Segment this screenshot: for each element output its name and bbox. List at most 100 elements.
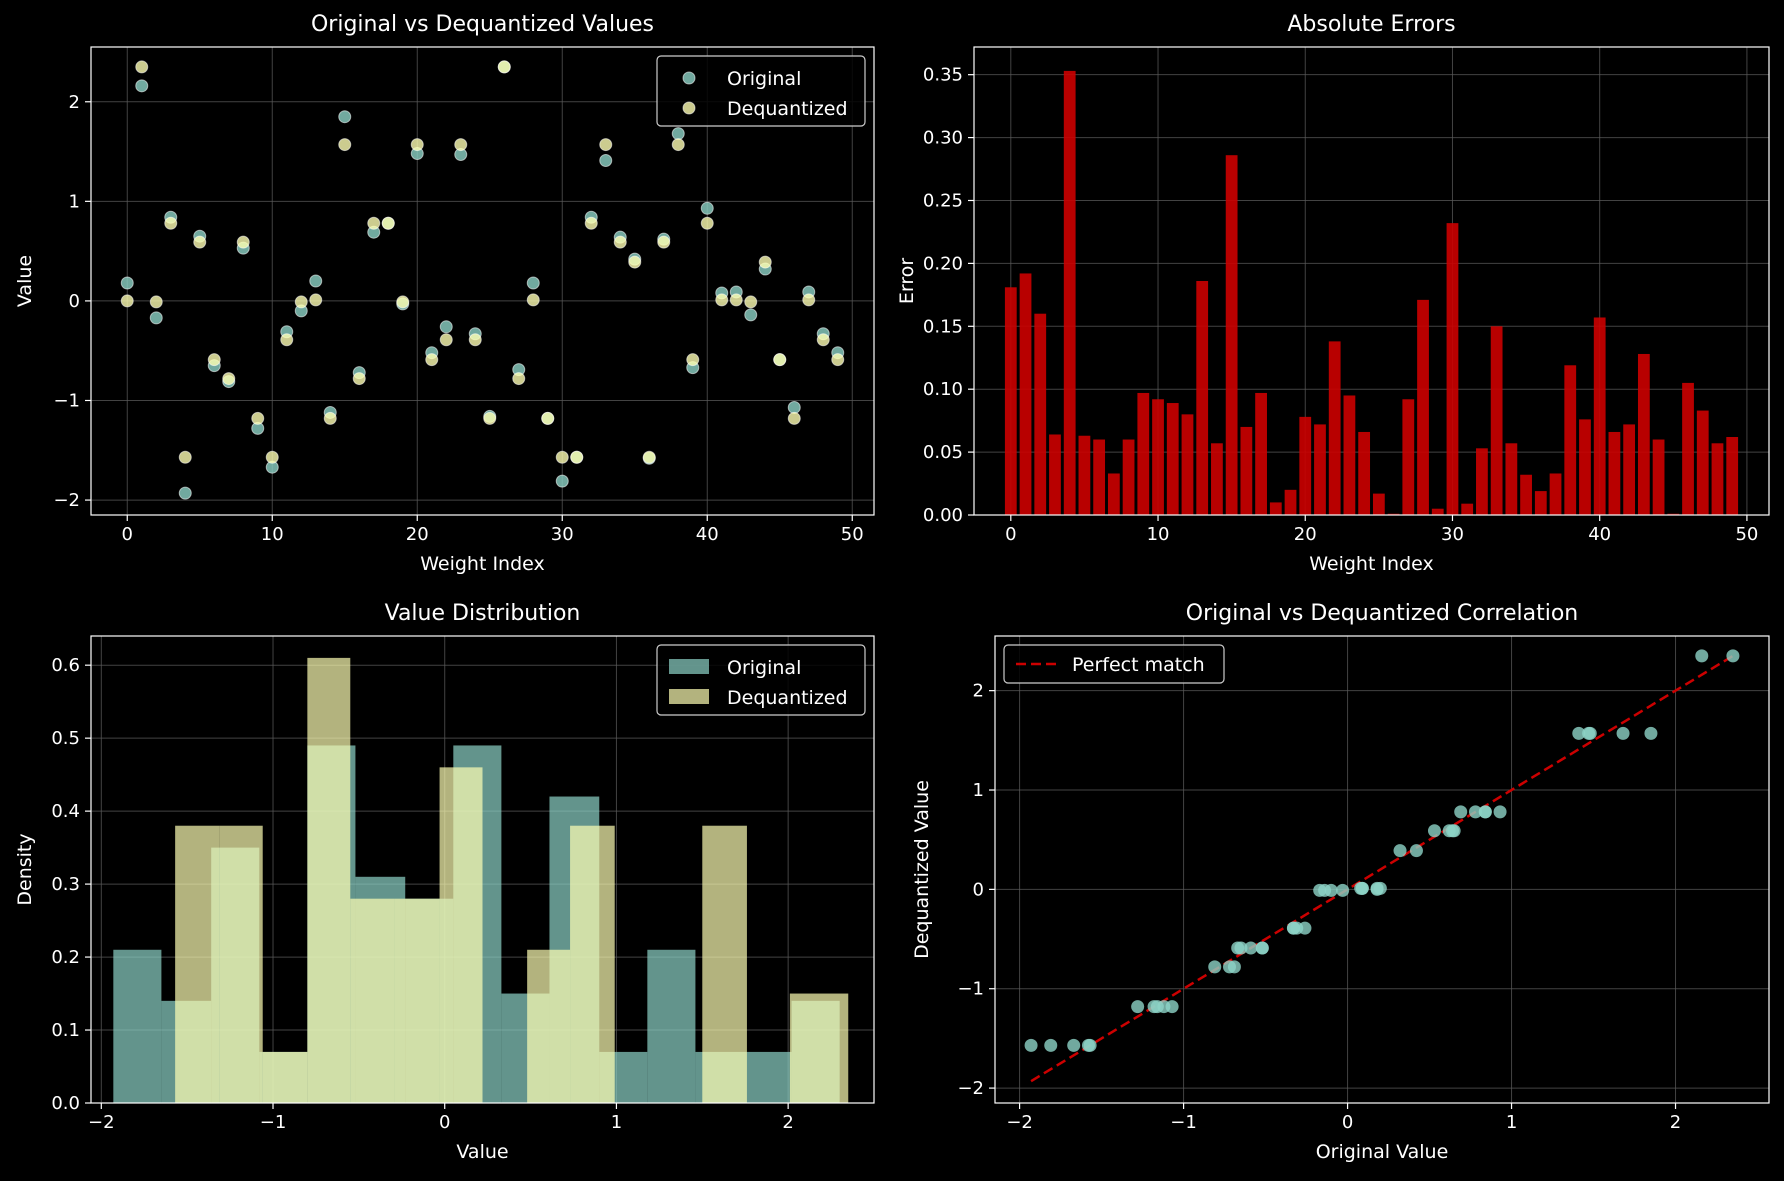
correlation-point	[1442, 824, 1456, 838]
error-bar	[1417, 299, 1429, 515]
error-bar	[1107, 473, 1120, 515]
x-tick-label: 10	[261, 524, 284, 545]
error-bar	[1063, 70, 1076, 515]
point-dequantized	[802, 293, 816, 307]
y-axis-label: Dequantized Value	[911, 780, 933, 959]
correlation-point	[1572, 726, 1586, 740]
axes-frame	[90, 46, 875, 516]
error-bar	[1284, 489, 1297, 515]
correlation-point	[1044, 1038, 1058, 1052]
error-bar	[1387, 513, 1400, 515]
legend-label: Dequantized	[727, 98, 848, 120]
error-bar	[1196, 281, 1209, 515]
error-bar	[1049, 434, 1061, 515]
x-tick-label: 0	[1005, 524, 1016, 545]
y-tick-label: 1	[973, 780, 984, 801]
y-tick-label: 0.2	[51, 947, 80, 968]
point-dequantized	[599, 138, 613, 152]
point-dequantized	[483, 411, 497, 425]
correlation-point	[1244, 941, 1258, 955]
y-tick-label: 0.00	[923, 505, 963, 526]
x-axis-label: Value	[456, 1141, 508, 1163]
y-tick-label: 0.15	[923, 316, 963, 337]
point-dequantized	[715, 293, 729, 307]
legend-label: Dequantized	[727, 687, 848, 709]
y-axis-label: Value	[14, 255, 36, 307]
x-tick-label: 40	[696, 524, 719, 545]
error-bar	[1549, 473, 1562, 515]
point-dequantized	[338, 138, 352, 152]
error-bar	[1711, 443, 1724, 515]
legend: Perfect match	[1003, 644, 1225, 684]
x-tick-label: 1	[611, 1112, 622, 1133]
error-bar	[1446, 223, 1459, 515]
error-bar	[1093, 439, 1106, 515]
correlation-point	[1616, 726, 1630, 740]
error-bar	[1667, 513, 1680, 515]
legend: Original Dequantized	[656, 644, 866, 716]
y-tick-label: 0.05	[923, 442, 963, 463]
error-bar	[1122, 439, 1135, 515]
hist-bar-dequantized	[350, 898, 395, 1103]
correlation-point	[1644, 726, 1658, 740]
y-tick-label: 0	[69, 291, 80, 312]
point-original	[120, 276, 134, 290]
legend-box	[656, 55, 866, 127]
correlation-point	[1131, 1000, 1145, 1014]
perfect-match-line	[1030, 654, 1734, 1083]
correlation-point	[1726, 649, 1740, 663]
point-dequantized	[323, 411, 337, 425]
y-tick-label: 2	[973, 681, 984, 702]
error-bar	[1137, 392, 1150, 515]
legend-swatch	[669, 659, 709, 674]
legend-marker	[682, 101, 696, 115]
hist-bar-dequantized	[789, 993, 849, 1103]
scatter-values: 0 10 20 30 40 50 −2 −1 0 1 2 Original vs Dequantize…	[14, 12, 875, 575]
correlation-point	[1318, 883, 1332, 897]
y-tick-label: 0.25	[923, 190, 963, 211]
point-dequantized	[236, 235, 250, 249]
x-tick-label: 20	[1294, 524, 1317, 545]
chart-title: Absolute Errors	[1287, 12, 1455, 37]
point-original	[178, 486, 192, 500]
point-dequantized	[425, 353, 439, 367]
y-tick-label: −2	[957, 1078, 984, 1099]
point-dequantized	[178, 450, 192, 464]
correlation-point	[1227, 960, 1241, 974]
correlation-point	[1067, 1038, 1081, 1052]
axes-frame	[90, 635, 875, 1104]
point-original	[526, 276, 540, 290]
point-dequantized	[251, 411, 265, 425]
y-tick-label: 0.5	[51, 728, 80, 749]
point-original	[787, 400, 801, 414]
hist-bar-dequantized	[307, 657, 351, 1103]
correlation-point	[1393, 844, 1407, 858]
error-bar	[1314, 424, 1326, 515]
error-bar	[1520, 474, 1532, 515]
x-tick-label: 20	[406, 524, 429, 545]
legend-label: Original	[727, 68, 801, 90]
error-bar	[1240, 426, 1253, 515]
correlation-point	[1478, 805, 1492, 819]
x-tick-label: 0	[439, 1112, 450, 1133]
y-tick-label: 0	[973, 879, 984, 900]
error-bar	[1255, 392, 1267, 515]
error-bar	[1579, 419, 1591, 515]
y-tick-label: 2	[69, 92, 80, 113]
error-bar	[1431, 508, 1444, 515]
chart-title: Original vs Dequantized Values	[311, 12, 654, 37]
correlation-point	[1493, 805, 1507, 819]
point-dequantized	[207, 353, 221, 367]
point-original	[744, 308, 758, 322]
error-bar	[1593, 317, 1606, 515]
y-tick-label: 0.4	[51, 801, 80, 822]
point-dequantized	[555, 450, 569, 464]
point-dequantized	[280, 333, 294, 347]
hist-bar-dequantized	[702, 825, 747, 1103]
chart-title: Original vs Dequantized Correlation	[1186, 601, 1578, 626]
hist-bar-original	[113, 949, 162, 1103]
correlation-point	[1695, 649, 1709, 663]
x-tick-label: 1	[1506, 1112, 1517, 1133]
hist-distribution: −2 −1 0 1 2 0.0 0.1 0.2 0.3 0.4 0.5 0.6 Value Distri…	[14, 601, 875, 1163]
correlation-point	[1024, 1038, 1038, 1052]
